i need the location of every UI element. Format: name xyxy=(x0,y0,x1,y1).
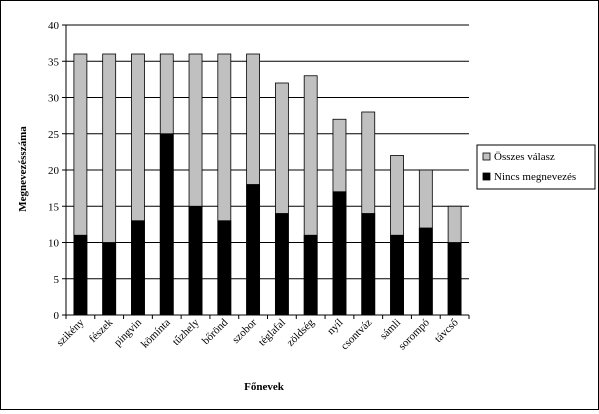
x-category-label: tűzhely xyxy=(170,316,202,348)
y-tick-label: 15 xyxy=(48,201,60,213)
y-tick-label: 25 xyxy=(48,129,60,141)
y-tick-label: 35 xyxy=(48,56,60,68)
bar-nincs-megnevezes xyxy=(159,133,174,316)
x-category-label: kömínta xyxy=(139,317,173,351)
bar-nincs-megnevezes xyxy=(361,213,376,316)
bar-nincs-megnevezes xyxy=(246,184,261,316)
x-category-label: zöldség xyxy=(285,316,318,349)
bar-nincs-megnevezes xyxy=(418,227,433,316)
y-tick-label: 10 xyxy=(48,238,60,250)
x-category-label: szikény xyxy=(54,316,87,349)
legend-label: Összes válasz xyxy=(494,151,555,163)
x-category-label: távcső xyxy=(432,316,461,345)
x-axis-title: Főnevek xyxy=(244,381,285,393)
bar-nincs-megnevezes xyxy=(217,220,232,316)
y-tick-label: 40 xyxy=(48,20,60,32)
legend-swatch xyxy=(482,172,491,181)
x-category-label: bőrönd xyxy=(200,316,231,347)
y-tick-label: 5 xyxy=(54,274,60,286)
bar-nincs-megnevezes xyxy=(390,234,404,316)
x-category-label: szobor xyxy=(230,316,259,345)
y-tick-label: 0 xyxy=(54,310,60,322)
x-category-label: nyíl xyxy=(325,317,346,338)
legend-box xyxy=(476,144,596,190)
y-tick-label: 30 xyxy=(48,93,60,105)
y-tick-label: 20 xyxy=(48,165,60,177)
bars xyxy=(73,53,462,316)
axes xyxy=(65,25,470,319)
x-category-label: sorompó xyxy=(396,316,432,352)
gridlines xyxy=(66,24,469,280)
bar-nincs-megnevezes xyxy=(73,234,88,316)
y-axis-title: Megnevezésszáma xyxy=(17,126,29,212)
bar-nincs-megnevezes xyxy=(332,191,347,316)
x-category-labels: szikény fészekpingvinkömíntatűzhelybőrönd… xyxy=(54,316,461,352)
bar-nincs-megnevezes xyxy=(447,242,462,316)
y-tick-labels: 0 5 10 15 20 25 30 35 40 xyxy=(48,20,66,322)
bar-nincs-megnevezes xyxy=(131,220,145,316)
x-category-label: csontváz xyxy=(339,317,375,353)
bar-nincs-megnevezes xyxy=(102,242,117,316)
legend: Összes válasz Nincs megnevezés xyxy=(476,144,596,190)
legend-label: Nincs megnevezés xyxy=(494,171,576,183)
bar-nincs-megnevezes xyxy=(188,205,203,316)
x-category-label: sámli xyxy=(378,317,403,342)
bar-nincs-megnevezes xyxy=(274,213,289,316)
legend-swatch xyxy=(482,152,491,161)
bar-nincs-megnevezes xyxy=(303,234,318,316)
x-category-label: téglafal xyxy=(256,317,288,349)
